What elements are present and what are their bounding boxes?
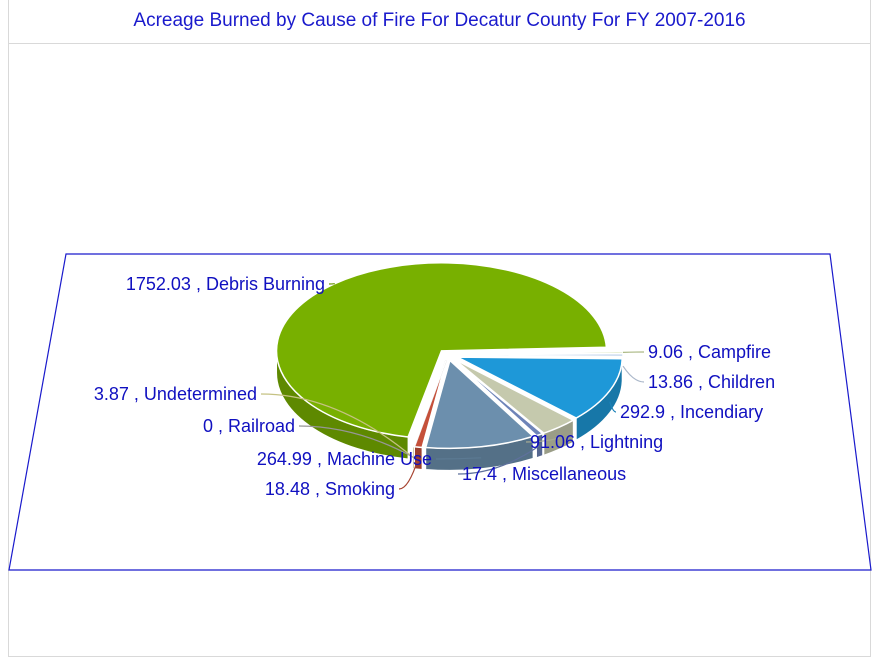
- data-label-children: 13.86 , Children: [648, 372, 775, 392]
- leader-line-machine-use: [435, 457, 482, 460]
- pie-slice-lightning: [453, 358, 575, 435]
- leader-line-miscellaneous: [457, 445, 540, 475]
- data-label-miscellaneous: 17.4 , Miscellaneous: [462, 464, 626, 484]
- data-label-campfire: 9.06 , Campfire: [648, 342, 771, 362]
- pie-slice-miscellaneous: [452, 359, 545, 437]
- leader-line-children: [622, 365, 645, 383]
- data-label-railroad: 0 , Railroad: [203, 416, 295, 436]
- data-label-debris-burning: 1752.03 , Debris Burning: [126, 274, 325, 294]
- pie-slice-machine-use: [424, 359, 535, 450]
- leader-line-incendiary: [609, 401, 617, 413]
- pie-slice-children: [457, 352, 624, 358]
- leader-line-lightning: [525, 437, 560, 443]
- title-bar: [8, 0, 871, 44]
- chart-frame: [8, 0, 871, 657]
- data-label-machine-use: 264.99 , Machine Use: [257, 449, 432, 469]
- plot-plane: [8, 253, 872, 571]
- chart-title: Acreage Burned by Cause of Fire For Deca…: [133, 10, 746, 31]
- pie-slice-incendiary: [456, 356, 623, 419]
- pie-slice-undetermined: [411, 360, 447, 448]
- leader-line-undetermined: [260, 393, 414, 459]
- leader-line-smoking: [398, 457, 419, 490]
- pie-slice-debris-burning: [275, 262, 608, 438]
- data-label-smoking: 18.48 , Smoking: [265, 479, 395, 499]
- leader-line-railroad: [298, 425, 415, 459]
- data-label-undetermined: 3.87 , Undetermined: [94, 384, 257, 404]
- data-label-lightning: 91.06 , Lightning: [530, 432, 663, 452]
- data-label-incendiary: 292.9 , Incendiary: [620, 402, 763, 422]
